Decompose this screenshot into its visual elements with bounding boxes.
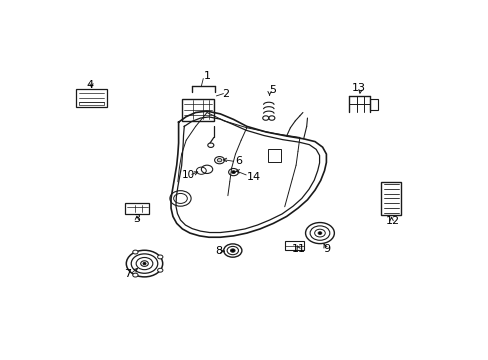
Circle shape (230, 249, 235, 252)
Bar (369, 99, 378, 110)
Bar (285, 241, 303, 250)
Text: 9: 9 (322, 244, 329, 254)
Text: 13: 13 (351, 82, 365, 93)
Circle shape (217, 158, 222, 162)
Text: 1: 1 (203, 72, 210, 81)
Text: 7: 7 (123, 269, 131, 279)
Bar (181, 99, 213, 121)
Circle shape (157, 268, 163, 272)
Bar (79, 102, 103, 105)
Bar (267, 149, 280, 162)
Text: 4: 4 (86, 80, 93, 90)
Bar (76, 89, 106, 107)
Text: 14: 14 (246, 172, 261, 182)
Text: 12: 12 (385, 216, 399, 226)
Bar (124, 203, 149, 214)
Circle shape (132, 250, 138, 254)
Text: 2: 2 (222, 89, 229, 99)
Text: 6: 6 (235, 156, 242, 166)
Circle shape (157, 255, 163, 259)
Circle shape (142, 262, 146, 265)
Text: 11: 11 (291, 244, 305, 254)
Text: 10: 10 (181, 170, 194, 180)
Text: 3: 3 (133, 214, 140, 224)
Circle shape (132, 273, 138, 277)
Circle shape (317, 232, 321, 234)
Text: 5: 5 (268, 85, 276, 95)
Bar (381, 182, 400, 215)
Text: 8: 8 (214, 246, 222, 256)
Circle shape (231, 171, 235, 174)
